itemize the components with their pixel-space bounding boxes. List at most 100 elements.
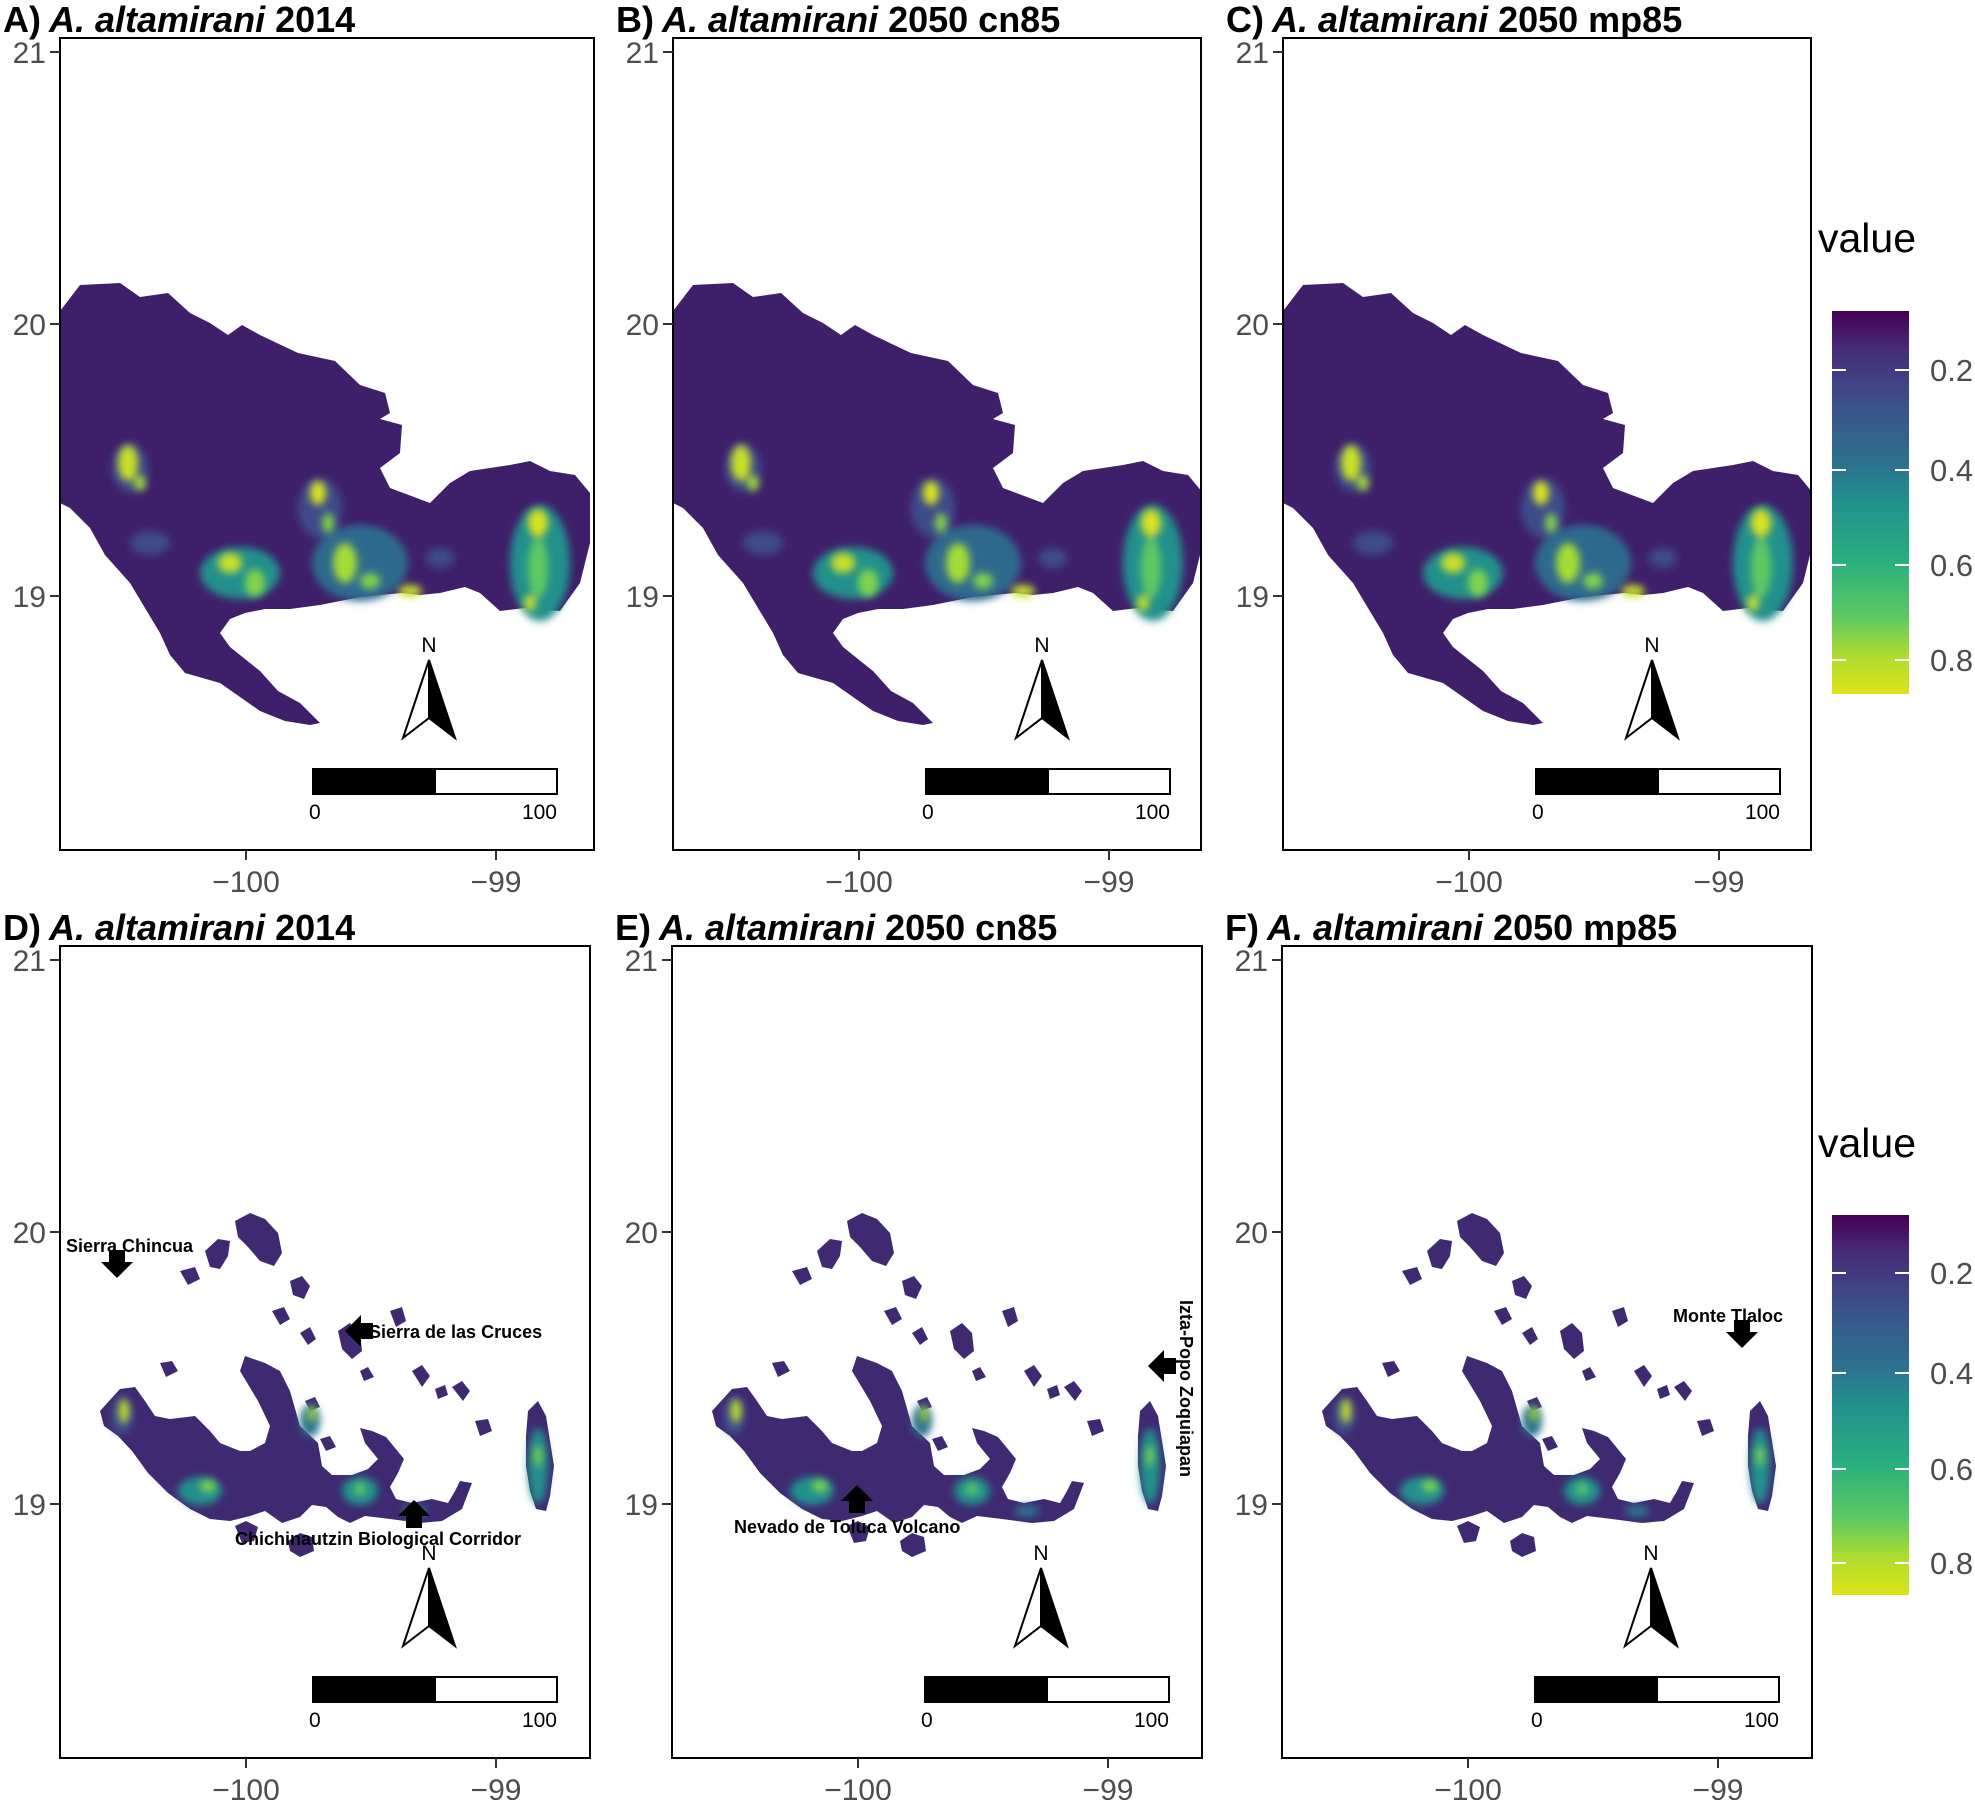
legend-colorbar: [1832, 311, 1909, 694]
map-panel-d: D) A. altamirani 2014 21 20 19 −100 −99 N 0 100: [3, 907, 591, 1800]
annotation-monte-tlaloc: Monte Tlaloc: [1673, 1306, 1783, 1348]
north-label: N: [1643, 1542, 1658, 1565]
x-tick-label: −100: [1435, 866, 1503, 899]
legend-title: value: [1818, 1120, 1916, 1166]
panel-title: A) A. altamirani 2014: [3, 0, 355, 40]
legend-tick: 0.4: [1930, 1356, 1973, 1391]
panel-label: A): [3, 0, 41, 40]
x-tick-label: −100: [1434, 1774, 1502, 1800]
y-tick-label: 20: [626, 309, 659, 342]
map-frame: [59, 945, 591, 1759]
north-label: N: [421, 1542, 436, 1565]
y-tick-label: 20: [1236, 309, 1269, 342]
scale-end: 100: [1745, 801, 1780, 824]
scale-end: 100: [1135, 801, 1170, 824]
legend-top: value 0.2 0.4 0.6 0.8: [1818, 215, 1973, 694]
x-tick-label: −99: [1083, 1774, 1134, 1800]
x-tick-label: −100: [824, 1774, 892, 1800]
y-tick-label: 19: [626, 581, 659, 614]
legend-title: value: [1818, 215, 1916, 261]
scale-start: 0: [1531, 1709, 1543, 1732]
y-tick-label: 19: [1236, 581, 1269, 614]
annotation-label: Chichinautzin Biological Corridor: [235, 1529, 521, 1549]
y-tick-label: 20: [625, 1217, 658, 1250]
legend-tick: 0.4: [1930, 453, 1973, 488]
annotation-label: Izta-Popo Zoquiapan: [1176, 1300, 1196, 1477]
y-tick-label: 21: [1235, 945, 1268, 978]
panel-label: F): [1225, 907, 1259, 948]
y-tick-label: 19: [13, 1489, 46, 1522]
species-name: A. altamirani: [48, 907, 266, 948]
north-label: N: [1033, 1542, 1048, 1565]
scale-end: 100: [1134, 1709, 1169, 1732]
x-tick-label: −100: [212, 866, 280, 899]
x-tick-label: −99: [1694, 866, 1745, 899]
y-tick-label: 21: [13, 37, 46, 70]
annotation-sierra-de-las-cruces: Sierra de las Cruces: [345, 1315, 542, 1347]
legend-bottom: value 0.2 0.4 0.6 0.8: [1818, 1120, 1973, 1595]
scenario-name: 2014: [275, 907, 355, 948]
y-tick-label: 21: [626, 37, 659, 70]
x-tick-label: −100: [825, 866, 893, 899]
scenario-name: 2014: [275, 0, 355, 40]
scale-bar-black: [1535, 768, 1659, 795]
panel-label: C): [1226, 0, 1264, 40]
scale-bar-black: [312, 1676, 436, 1703]
species-name: A. altamirani: [658, 907, 876, 948]
species-name: A. altamirani: [661, 0, 879, 40]
panel-title: C) A. altamirani 2050 mp85: [1226, 0, 1682, 40]
scenario-name: 2050 cn85: [885, 907, 1057, 948]
scale-bar-white: [1657, 768, 1781, 795]
species-name: A. altamirani: [48, 0, 266, 40]
x-tick-label: −99: [471, 1774, 522, 1800]
legend-tick: 0.6: [1930, 548, 1973, 583]
annotation-label: Monte Tlaloc: [1673, 1306, 1783, 1326]
y-tick-label: 19: [1235, 1489, 1268, 1522]
panel-title: E) A. altamirani 2050 cn85: [615, 907, 1057, 948]
x-tick-label: −99: [1084, 866, 1135, 899]
y-tick-label: 20: [13, 309, 46, 342]
scale-bar-black: [312, 768, 436, 795]
north-label: N: [1644, 634, 1659, 657]
north-label: N: [421, 634, 436, 657]
panel-label: D): [3, 907, 41, 948]
legend-tick: 0.8: [1930, 643, 1973, 678]
y-tick-label: 21: [1236, 37, 1269, 70]
scale-bar-white: [434, 768, 558, 795]
y-tick-label: 20: [13, 1217, 46, 1250]
x-tick-label: −99: [1693, 1774, 1744, 1800]
scenario-name: 2050 mp85: [1493, 907, 1677, 948]
legend-colorbar: [1832, 1215, 1909, 1595]
scale-bar-white: [1047, 768, 1171, 795]
panel-title: F) A. altamirani 2050 mp85: [1225, 907, 1677, 948]
scale-start: 0: [309, 1709, 321, 1732]
scale-start: 0: [309, 801, 321, 824]
scale-end: 100: [1744, 1709, 1779, 1732]
scale-bar-black: [1534, 1676, 1658, 1703]
annotation-label: Nevado de Toluca Volcano: [734, 1517, 960, 1537]
scale-end: 100: [522, 1709, 557, 1732]
y-tick-label: 21: [13, 945, 46, 978]
panel-label: E): [615, 907, 651, 948]
legend-tick: 0.2: [1930, 1256, 1973, 1291]
scale-bar-white: [1656, 1676, 1780, 1703]
legend-tick: 0.8: [1930, 1546, 1973, 1581]
map-frame: [1281, 945, 1813, 1759]
scale-end: 100: [522, 801, 557, 824]
annotation-izta-popo: Izta-Popo Zoquiapan: [1148, 1300, 1196, 1477]
legend-tick: 0.2: [1930, 353, 1973, 388]
annotation-label: Sierra Chincua: [66, 1236, 194, 1256]
annotation-nevado-de-toluca: Nevado de Toluca Volcano: [734, 1485, 960, 1537]
annotation-label: Sierra de las Cruces: [369, 1322, 542, 1342]
scale-bar-black: [924, 1676, 1048, 1703]
legend-tick: 0.6: [1930, 1452, 1973, 1487]
map-frame: [671, 945, 1203, 1759]
x-tick-label: −100: [212, 1774, 280, 1800]
species-name: A. altamirani: [1266, 907, 1484, 948]
